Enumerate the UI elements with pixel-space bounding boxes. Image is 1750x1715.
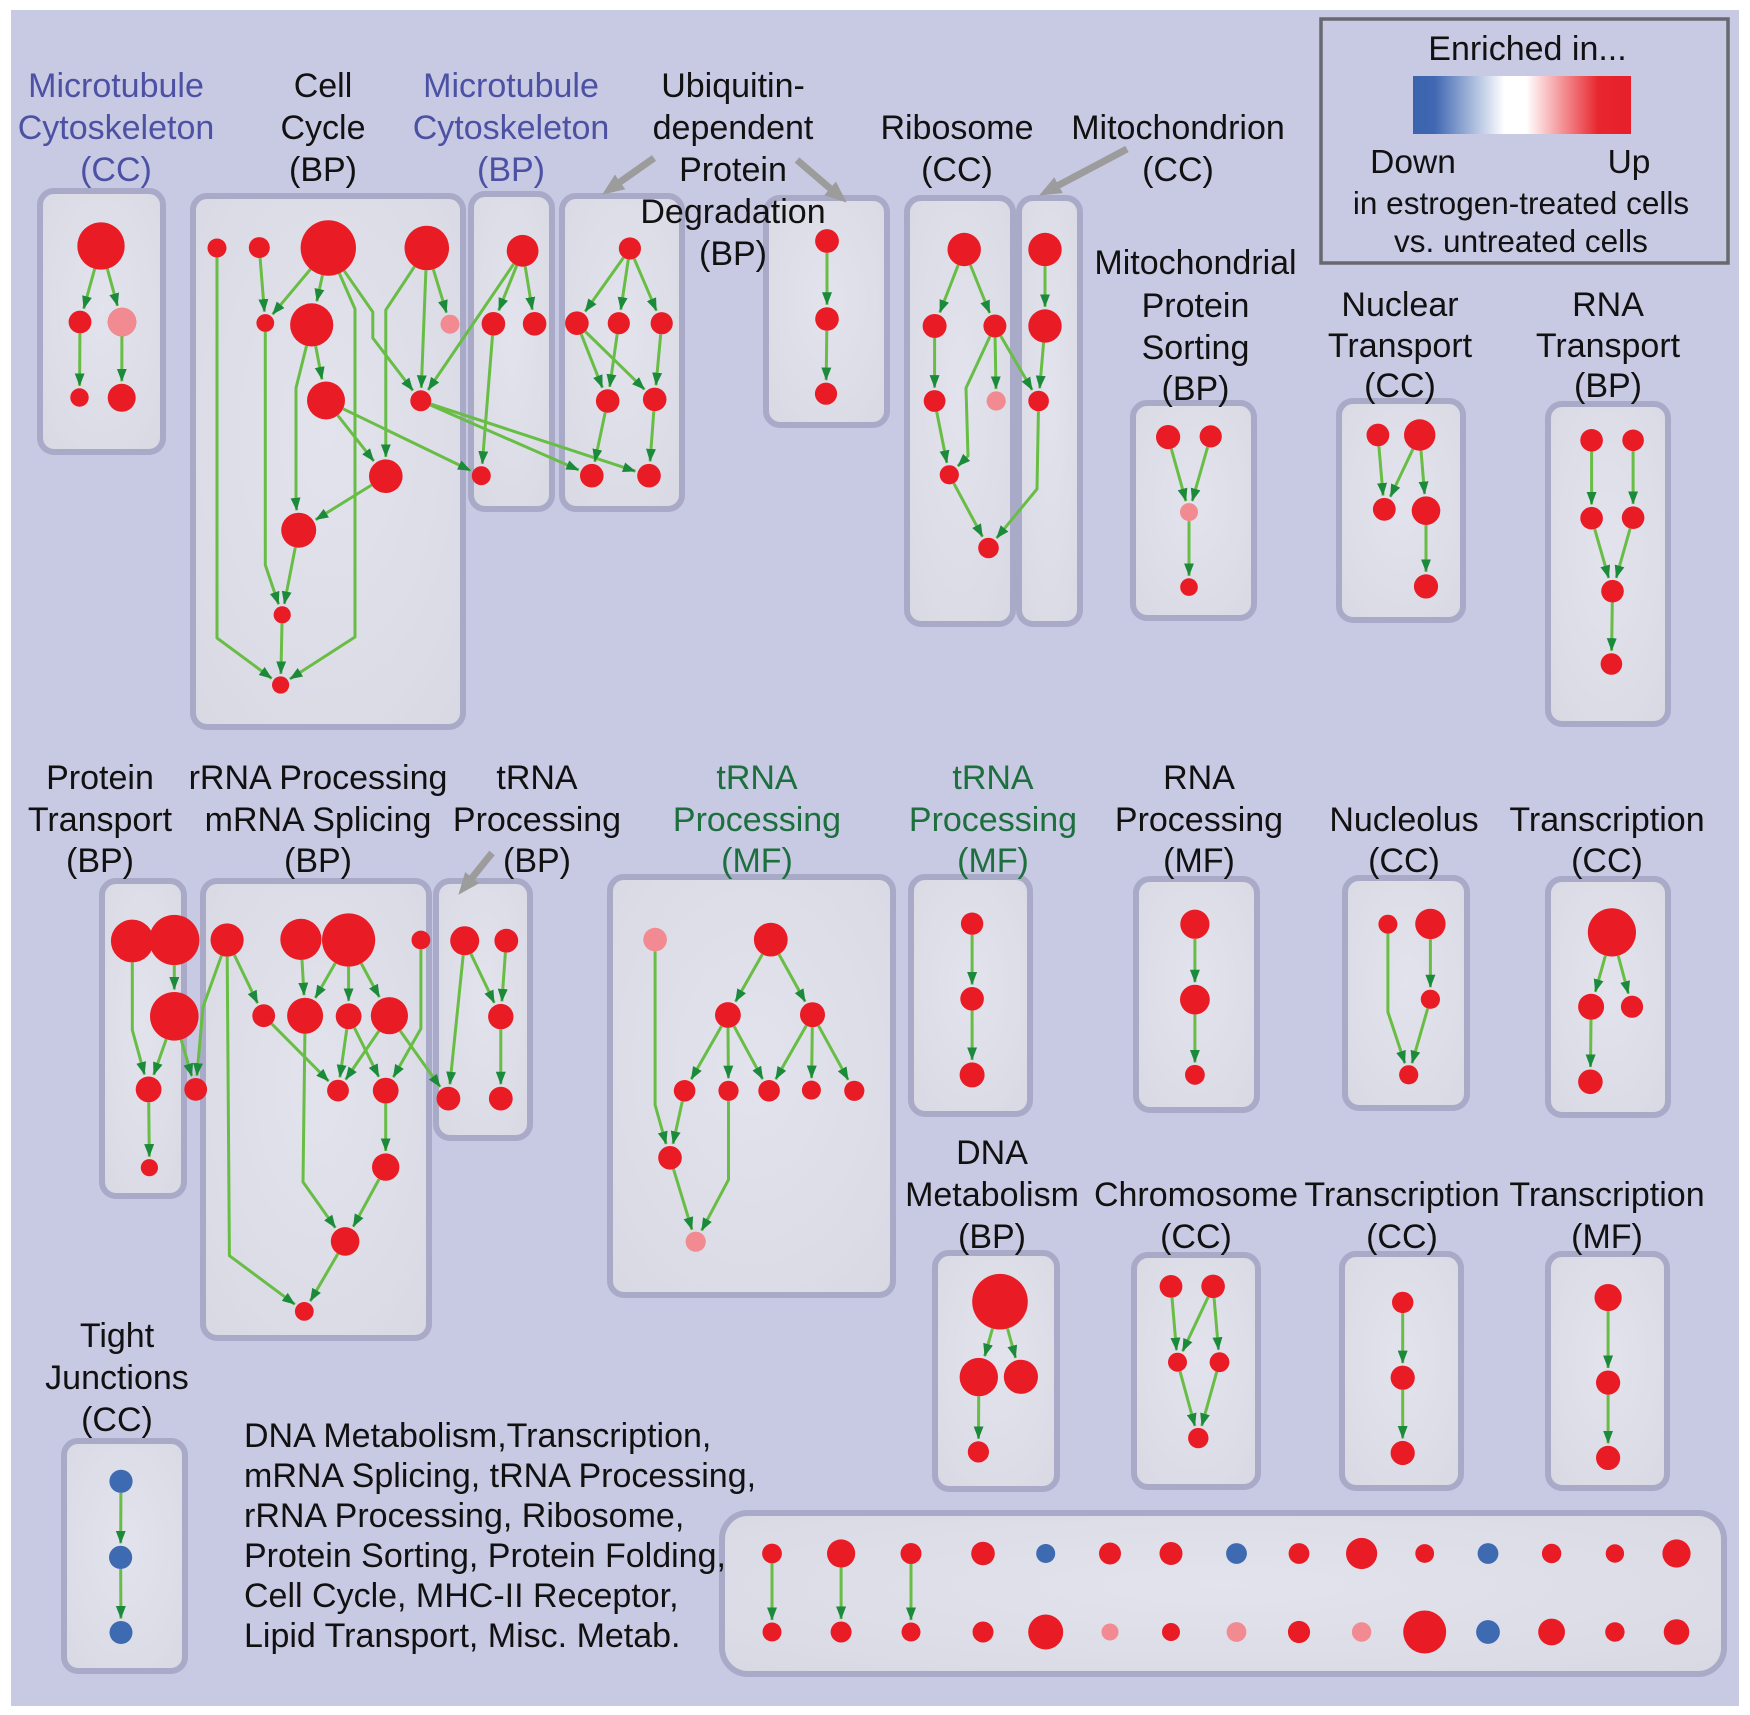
svg-text:(CC): (CC) (1368, 842, 1440, 880)
svg-text:Ribosome: Ribosome (880, 109, 1033, 147)
svg-text:(BP): (BP) (958, 1218, 1026, 1256)
svg-text:Protein: Protein (46, 759, 154, 797)
svg-text:(BP): (BP) (1162, 370, 1230, 408)
svg-text:rRNA Processing: rRNA Processing (189, 759, 448, 797)
svg-text:DNA: DNA (956, 1134, 1028, 1172)
svg-text:Transcription: Transcription (1304, 1176, 1499, 1214)
svg-text:(CC): (CC) (921, 151, 993, 189)
svg-text:RNA: RNA (1572, 286, 1644, 324)
svg-text:(BP): (BP) (503, 842, 571, 880)
svg-text:Microtubule: Microtubule (423, 67, 599, 105)
svg-text:rRNA Processing, Ribosome,: rRNA Processing, Ribosome, (244, 1497, 684, 1535)
svg-text:tRNA: tRNA (952, 759, 1034, 797)
svg-text:(MF): (MF) (1163, 842, 1235, 880)
svg-text:Processing: Processing (1115, 801, 1283, 839)
svg-text:Chromosome: Chromosome (1094, 1176, 1298, 1214)
svg-text:Lipid Transport, Misc. Metab.: Lipid Transport, Misc. Metab. (244, 1617, 681, 1655)
svg-text:(MF): (MF) (721, 842, 793, 880)
svg-text:Transport: Transport (1328, 327, 1473, 365)
svg-text:mRNA Splicing: mRNA Splicing (205, 801, 432, 839)
svg-text:(BP): (BP) (284, 842, 352, 880)
svg-text:Processing: Processing (909, 801, 1077, 839)
svg-text:Enriched in...: Enriched in... (1428, 30, 1626, 68)
svg-text:(BP): (BP) (289, 151, 357, 189)
svg-text:(CC): (CC) (80, 151, 152, 189)
svg-text:DNA Metabolism,Transcription,: DNA Metabolism,Transcription, (244, 1417, 711, 1455)
svg-text:RNA: RNA (1163, 759, 1235, 797)
svg-text:tRNA: tRNA (716, 759, 798, 797)
svg-text:(MF): (MF) (1571, 1218, 1643, 1256)
svg-text:Metabolism: Metabolism (905, 1176, 1079, 1214)
svg-text:Nuclear: Nuclear (1341, 286, 1458, 324)
svg-text:(MF): (MF) (957, 842, 1029, 880)
svg-text:Processing: Processing (453, 801, 621, 839)
svg-text:Sorting: Sorting (1142, 329, 1250, 367)
svg-text:(BP): (BP) (66, 842, 134, 880)
svg-text:Cytoskeleton: Cytoskeleton (18, 109, 215, 147)
svg-text:Ubiquitin-: Ubiquitin- (661, 67, 805, 105)
svg-text:(CC): (CC) (81, 1401, 153, 1439)
svg-text:Cell: Cell (294, 67, 353, 105)
svg-text:Protein Sorting, Protein Foldi: Protein Sorting, Protein Folding, (244, 1537, 726, 1575)
svg-text:(CC): (CC) (1571, 842, 1643, 880)
svg-text:Nucleolus: Nucleolus (1329, 801, 1478, 839)
svg-text:mRNA Splicing, tRNA Processing: mRNA Splicing, tRNA Processing, (244, 1457, 756, 1495)
svg-text:Transcription: Transcription (1509, 801, 1704, 839)
svg-text:Cycle: Cycle (280, 109, 365, 147)
svg-text:(CC): (CC) (1160, 1218, 1232, 1256)
svg-text:tRNA: tRNA (496, 759, 578, 797)
svg-text:Transport: Transport (28, 801, 173, 839)
svg-text:vs. untreated cells: vs. untreated cells (1394, 223, 1648, 259)
svg-text:dependent: dependent (653, 109, 814, 147)
svg-text:Cytoskeleton: Cytoskeleton (413, 109, 610, 147)
svg-text:Up: Up (1608, 144, 1651, 181)
svg-text:Down: Down (1370, 144, 1456, 181)
svg-text:(CC): (CC) (1364, 367, 1436, 405)
svg-text:Protein: Protein (1142, 287, 1250, 325)
svg-text:Junctions: Junctions (45, 1359, 189, 1397)
svg-text:(BP): (BP) (477, 151, 545, 189)
svg-text:Degradation: Degradation (640, 193, 825, 231)
svg-text:Tight: Tight (80, 1317, 155, 1355)
svg-text:Microtubule: Microtubule (28, 67, 204, 105)
svg-text:(BP): (BP) (699, 235, 767, 273)
svg-text:Processing: Processing (673, 801, 841, 839)
svg-text:Mitochondrial: Mitochondrial (1094, 244, 1296, 282)
svg-text:(CC): (CC) (1142, 151, 1214, 189)
svg-text:(CC): (CC) (1366, 1218, 1438, 1256)
svg-text:Protein: Protein (679, 151, 787, 189)
svg-text:(BP): (BP) (1574, 367, 1642, 405)
svg-text:Mitochondrion: Mitochondrion (1071, 109, 1285, 147)
svg-text:in estrogen-treated cells: in estrogen-treated cells (1353, 185, 1689, 221)
svg-text:Cell Cycle, MHC-II Receptor,: Cell Cycle, MHC-II Receptor, (244, 1577, 679, 1615)
svg-text:Transport: Transport (1536, 327, 1681, 365)
svg-text:Transcription: Transcription (1509, 1176, 1704, 1214)
